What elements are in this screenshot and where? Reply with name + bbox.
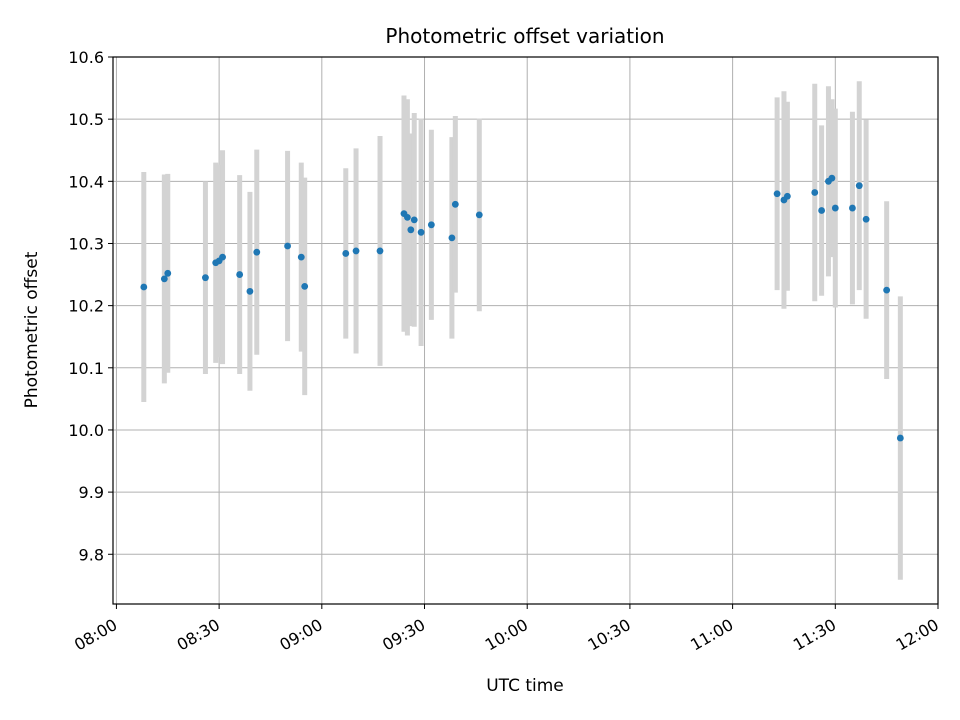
data-point (352, 247, 360, 255)
y-axis-title: Photometric offset (22, 251, 42, 408)
y-tick-label: 10.3 (68, 234, 104, 253)
y-tick-label: 10.2 (68, 297, 104, 316)
data-point (164, 269, 172, 277)
data-point (403, 213, 411, 221)
data-points (140, 174, 904, 442)
data-point (284, 242, 291, 250)
plot-frame (112, 56, 939, 605)
data-point (451, 200, 459, 208)
data-point (140, 283, 148, 291)
y-tick-label: 9.9 (79, 483, 104, 502)
data-point (818, 207, 826, 214)
y-tick-label: 9.8 (79, 545, 104, 564)
data-point (855, 182, 863, 190)
data-point (849, 204, 856, 212)
data-point (811, 189, 819, 196)
x-axis-title: UTC time (486, 676, 564, 696)
data-point (253, 248, 261, 256)
data-point (831, 204, 839, 212)
data-point (862, 215, 870, 223)
y-tick-label: 10.4 (68, 172, 104, 191)
y-tick-label: 10.5 (68, 110, 104, 129)
data-point (828, 174, 836, 182)
data-point (783, 192, 791, 200)
data-point (773, 190, 781, 198)
y-axis-ticks: 9.8 9.9 10.0 10.1 10.2 10.3 10.4 10.5 10.6 (68, 48, 113, 564)
data-point (376, 247, 384, 255)
data-point (896, 434, 904, 442)
data-point (427, 221, 435, 229)
data-point (475, 211, 483, 219)
data-point (160, 275, 168, 283)
y-tick-label: 10.0 (68, 421, 104, 440)
data-point (410, 216, 418, 224)
data-point (246, 287, 254, 295)
data-point (342, 250, 350, 257)
y-tick-label: 10.1 (68, 359, 104, 378)
data-point (236, 271, 244, 278)
data-point (417, 228, 425, 236)
data-point (407, 226, 415, 234)
chart-title: Photometric offset variation (385, 24, 664, 48)
data-point (301, 282, 309, 290)
data-point (883, 286, 891, 294)
data-point (448, 234, 456, 242)
data-point (202, 274, 209, 282)
data-point (297, 253, 305, 261)
data-point (219, 253, 226, 261)
y-tick-label: 10.6 (68, 48, 104, 67)
